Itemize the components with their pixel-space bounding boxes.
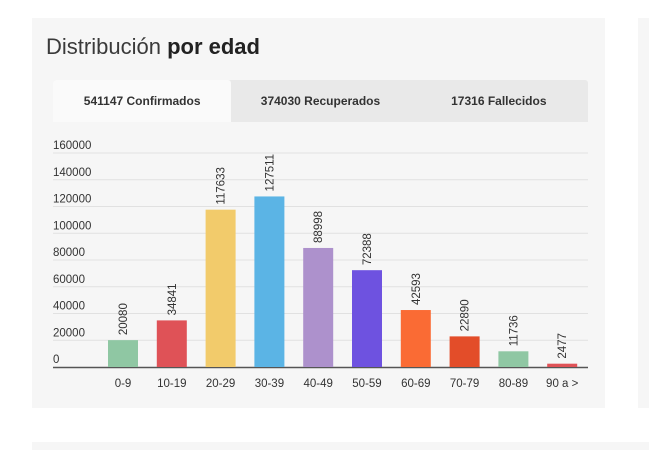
tab-fallecidos-label: 17316 Fallecidos: [451, 94, 547, 108]
bar-70-79: [449, 336, 480, 367]
bar-20-29: [205, 209, 236, 367]
x-tick-label: 10-19: [157, 378, 186, 390]
x-tick-label: 40-49: [303, 378, 332, 390]
title-light: Distribución: [46, 34, 161, 59]
bar-40-49: [303, 247, 334, 367]
y-tick-label: 60000: [53, 274, 85, 286]
x-tick-label: 70-79: [450, 378, 479, 390]
bar-value-label: 2477: [557, 333, 569, 359]
y-tick-label: 140000: [53, 167, 91, 179]
adjacent-card-edge: [638, 18, 649, 408]
x-tick-label: 20-29: [206, 378, 235, 390]
y-tick-label: 160000: [53, 140, 91, 152]
y-tick-label: 100000: [53, 220, 91, 232]
x-tick-label: 60-69: [401, 378, 430, 390]
y-tick-label: 80000: [53, 247, 85, 259]
y-tick-label: 0: [53, 354, 59, 366]
x-tick-label: 50-59: [352, 378, 381, 390]
tab-confirmados-label: 541147 Confirmados: [83, 94, 201, 108]
title-bold: por edad: [167, 34, 260, 59]
card-title: Distribución por edad: [46, 34, 260, 60]
x-tick-label: 0-9: [115, 378, 132, 390]
next-card-edge: [32, 442, 649, 450]
bar-value-label: 20080: [118, 303, 130, 335]
tab-bar: 541147 Confirmados 374030 Recuperados 17…: [53, 80, 588, 122]
bar-90-a-: [547, 363, 578, 367]
bar-value-label: 117633: [216, 167, 228, 205]
bar-value-label: 22890: [460, 299, 472, 331]
x-tick-label: 90 a >: [546, 378, 579, 390]
bar-value-label: 42593: [411, 273, 423, 305]
bar-value-label: 88998: [313, 211, 325, 243]
tab-recuperados-label: 374030 Recuperados: [260, 94, 381, 108]
y-tick-label: 120000: [53, 194, 91, 206]
bar-value-label: 127511: [264, 154, 276, 192]
bar-80-89: [498, 351, 529, 367]
bar-value-label: 72388: [362, 233, 374, 265]
tab-confirmados[interactable]: 541147 Confirmados: [53, 80, 232, 122]
bar-30-39: [254, 196, 285, 367]
x-tick-label: 30-39: [255, 378, 284, 390]
y-tick-label: 40000: [53, 301, 85, 313]
tab-recuperados[interactable]: 374030 Recuperados: [231, 80, 409, 122]
bar-60-69: [400, 310, 431, 367]
age-distribution-card: Distribución por edad 541147 Confirmados…: [32, 18, 605, 408]
tab-fallecidos[interactable]: 17316 Fallecidos: [410, 80, 588, 122]
bar-50-59: [352, 270, 382, 367]
bar-value-label: 34841: [167, 283, 179, 315]
x-tick-label: 80-89: [499, 378, 528, 390]
age-bar-chart: 0 20000 40000 60000 80000 100000 120000 140000 1…: [53, 140, 588, 390]
y-tick-label: 20000: [53, 327, 85, 339]
bar-10-19: [156, 320, 187, 367]
bar-value-label: 11736: [508, 315, 520, 346]
bar-0-9: [108, 340, 138, 367]
